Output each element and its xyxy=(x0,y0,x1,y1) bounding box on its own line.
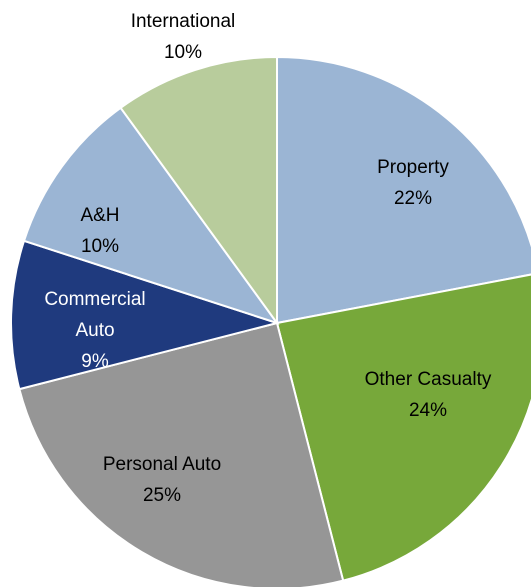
slice-label: A&H xyxy=(80,205,119,226)
pie-slice xyxy=(18,321,345,587)
slice-value-label: 25% xyxy=(143,485,181,506)
pie-slice xyxy=(276,55,531,325)
pie-slice xyxy=(119,55,278,327)
pie-slice xyxy=(22,106,280,325)
slice-value-label: 22% xyxy=(394,188,432,209)
slice-label: Commercial Auto xyxy=(44,289,145,341)
slice-value-label: 10% xyxy=(164,42,202,63)
slice-value-label: 24% xyxy=(409,400,447,421)
pie-slice xyxy=(275,273,531,582)
slice-value-label: 9% xyxy=(81,351,109,372)
slice-label: International xyxy=(131,11,236,32)
slice-label: Other Casualty xyxy=(365,369,492,390)
pie-slice xyxy=(10,239,281,391)
slice-label: Property xyxy=(377,157,449,178)
slice-label: Personal Auto xyxy=(103,454,221,475)
slice-value-label: 10% xyxy=(81,236,119,257)
